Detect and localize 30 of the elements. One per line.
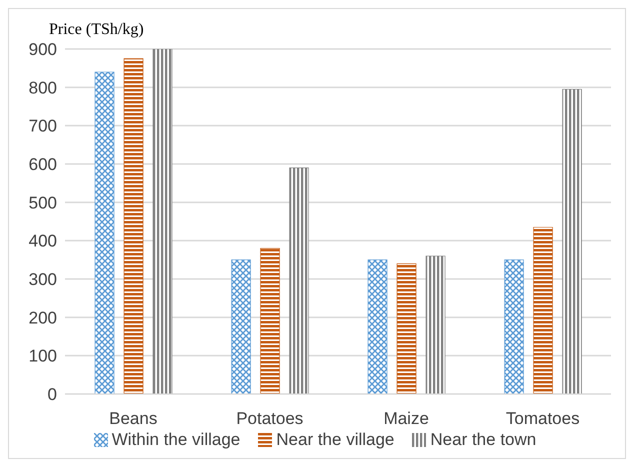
y-tick-label: 100 [28, 346, 57, 366]
bar [368, 260, 388, 394]
x-tick-label: Maize [384, 409, 429, 428]
bar [562, 88, 582, 394]
y-tick-label: 900 [28, 40, 57, 60]
bar [94, 72, 114, 394]
bar [231, 260, 251, 394]
y-tick-label: 800 [28, 78, 57, 98]
bar [504, 260, 524, 394]
y-tick-label: 500 [28, 193, 57, 212]
bar [260, 248, 280, 394]
x-tick-label: Potatoes [236, 409, 304, 428]
bar [396, 263, 416, 394]
y-tick-label: 200 [28, 308, 57, 328]
legend-label: Near the village [275, 430, 394, 450]
y-tick-label: 300 [28, 270, 57, 290]
bar [124, 58, 144, 394]
x-tick-label: Tomatoes [506, 409, 580, 428]
y-axis-title: Price (TSh/kg) [49, 21, 144, 39]
bar [426, 256, 446, 394]
legend-label: Near the town [429, 430, 536, 450]
bar [289, 168, 309, 394]
bar [152, 49, 172, 394]
y-tick-label: 700 [28, 116, 57, 136]
y-tick-label: 400 [28, 232, 57, 251]
legend-label: Within the village [110, 430, 240, 450]
x-tick-label: Beans [109, 409, 158, 428]
y-tick-label: 0 [48, 385, 57, 404]
y-tick-label: 600 [28, 155, 57, 174]
bar [533, 226, 553, 394]
